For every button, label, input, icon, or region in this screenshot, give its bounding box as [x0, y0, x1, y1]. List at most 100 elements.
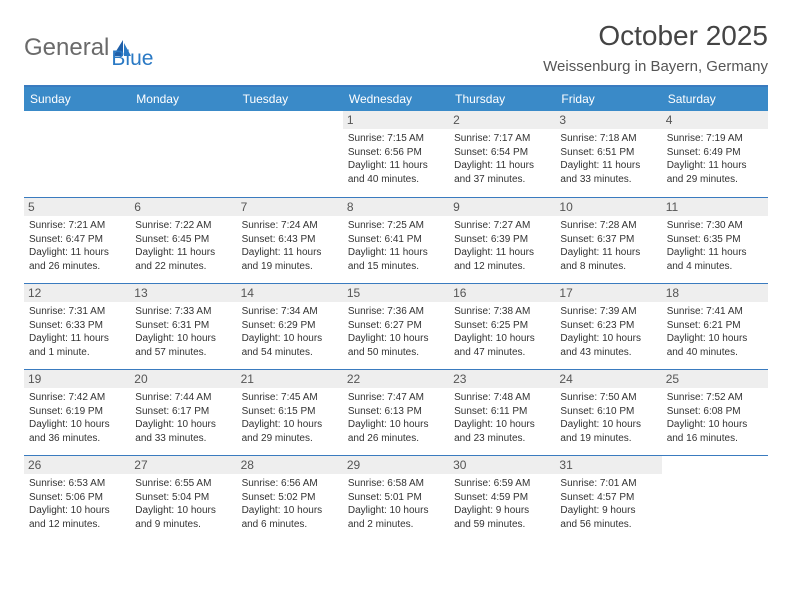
- daylight-line: Daylight: 10 hours: [667, 418, 763, 432]
- day-cell: 8Sunrise: 7:25 AMSunset: 6:41 PMDaylight…: [343, 198, 449, 283]
- day-cell: 3Sunrise: 7:18 AMSunset: 6:51 PMDaylight…: [555, 111, 661, 197]
- day-cell: 31Sunrise: 7:01 AMSunset: 4:57 PMDayligh…: [555, 456, 661, 541]
- sunrise-line: Sunrise: 7:15 AM: [348, 132, 444, 146]
- sunrise-line: Sunrise: 7:52 AM: [667, 391, 763, 405]
- daylight-line: and 29 minutes.: [242, 432, 338, 446]
- sunrise-line: Sunrise: 7:24 AM: [242, 219, 338, 233]
- sunrise-line: Sunrise: 7:38 AM: [454, 305, 550, 319]
- dow-tuesday: Tuesday: [237, 87, 343, 111]
- day-number: 14: [237, 284, 343, 302]
- daylight-line: Daylight: 10 hours: [348, 332, 444, 346]
- day-cell: 18Sunrise: 7:41 AMSunset: 6:21 PMDayligh…: [662, 284, 768, 369]
- sunset-line: Sunset: 6:10 PM: [560, 405, 656, 419]
- daylight-line: Daylight: 11 hours: [242, 246, 338, 260]
- sunset-line: Sunset: 6:13 PM: [348, 405, 444, 419]
- sunset-line: Sunset: 6:27 PM: [348, 319, 444, 333]
- daylight-line: and 54 minutes.: [242, 346, 338, 360]
- sunset-line: Sunset: 6:37 PM: [560, 233, 656, 247]
- header: General Blue October 2025 Weissenburg in…: [24, 20, 768, 75]
- day-number: 31: [555, 456, 661, 474]
- daylight-line: and 1 minute.: [29, 346, 125, 360]
- sunrise-line: Sunrise: 6:56 AM: [242, 477, 338, 491]
- daylight-line: and 12 minutes.: [29, 518, 125, 532]
- sunrise-line: Sunrise: 7:19 AM: [667, 132, 763, 146]
- daylight-line: Daylight: 10 hours: [242, 504, 338, 518]
- daylight-line: and 23 minutes.: [454, 432, 550, 446]
- daylight-line: Daylight: 9 hours: [454, 504, 550, 518]
- daylight-line: Daylight: 10 hours: [29, 504, 125, 518]
- day-cell: 26Sunrise: 6:53 AMSunset: 5:06 PMDayligh…: [24, 456, 130, 541]
- day-cell: 22Sunrise: 7:47 AMSunset: 6:13 PMDayligh…: [343, 370, 449, 455]
- daylight-line: and 6 minutes.: [242, 518, 338, 532]
- day-cell: 24Sunrise: 7:50 AMSunset: 6:10 PMDayligh…: [555, 370, 661, 455]
- day-number: 7: [237, 198, 343, 216]
- day-cell: 29Sunrise: 6:58 AMSunset: 5:01 PMDayligh…: [343, 456, 449, 541]
- daylight-line: and 43 minutes.: [560, 346, 656, 360]
- daylight-line: Daylight: 11 hours: [454, 159, 550, 173]
- day-number: 3: [555, 111, 661, 129]
- day-cell: 5Sunrise: 7:21 AMSunset: 6:47 PMDaylight…: [24, 198, 130, 283]
- daylight-line: Daylight: 9 hours: [560, 504, 656, 518]
- daylight-line: and 33 minutes.: [135, 432, 231, 446]
- day-number: 4: [662, 111, 768, 129]
- day-number: 27: [130, 456, 236, 474]
- daylight-line: Daylight: 10 hours: [242, 418, 338, 432]
- day-cell: [237, 111, 343, 197]
- day-cell: 28Sunrise: 6:56 AMSunset: 5:02 PMDayligh…: [237, 456, 343, 541]
- sunrise-line: Sunrise: 7:44 AM: [135, 391, 231, 405]
- day-number: 20: [130, 370, 236, 388]
- sunrise-line: Sunrise: 7:21 AM: [29, 219, 125, 233]
- daylight-line: and 22 minutes.: [135, 260, 231, 274]
- day-cell: 10Sunrise: 7:28 AMSunset: 6:37 PMDayligh…: [555, 198, 661, 283]
- logo: General Blue: [24, 26, 153, 69]
- sunset-line: Sunset: 6:17 PM: [135, 405, 231, 419]
- sunset-line: Sunset: 6:51 PM: [560, 146, 656, 160]
- daylight-line: Daylight: 11 hours: [348, 246, 444, 260]
- sunset-line: Sunset: 5:01 PM: [348, 491, 444, 505]
- daylight-line: Daylight: 10 hours: [667, 332, 763, 346]
- sunrise-line: Sunrise: 7:31 AM: [29, 305, 125, 319]
- day-cell: 4 Sunrise: 7:19 AMSunset: 6:49 PMDaylight…: [662, 111, 768, 197]
- day-number: [237, 111, 343, 115]
- sunrise-line: Sunrise: 7:01 AM: [560, 477, 656, 491]
- daylight-line: Daylight: 10 hours: [29, 418, 125, 432]
- day-number: 2: [449, 111, 555, 129]
- sunset-line: Sunset: 6:43 PM: [242, 233, 338, 247]
- day-cell: [662, 456, 768, 541]
- sunrise-line: Sunrise: 7:41 AM: [667, 305, 763, 319]
- daylight-line: and 36 minutes.: [29, 432, 125, 446]
- sunrise-line: Sunrise: 7:27 AM: [454, 219, 550, 233]
- week-row: 26Sunrise: 6:53 AMSunset: 5:06 PMDayligh…: [24, 455, 768, 541]
- daylight-line: Daylight: 10 hours: [454, 332, 550, 346]
- day-number: [24, 111, 130, 115]
- sunset-line: Sunset: 6:49 PM: [667, 146, 763, 160]
- daylight-line: Daylight: 11 hours: [135, 246, 231, 260]
- day-of-week-header: SundayMondayTuesdayWednesdayThursdayFrid…: [24, 87, 768, 111]
- daylight-line: Daylight: 10 hours: [560, 418, 656, 432]
- day-number: 30: [449, 456, 555, 474]
- sunset-line: Sunset: 6:29 PM: [242, 319, 338, 333]
- sunset-line: Sunset: 6:15 PM: [242, 405, 338, 419]
- sunset-line: Sunset: 6:23 PM: [560, 319, 656, 333]
- day-number: 9: [449, 198, 555, 216]
- sunset-line: Sunset: 6:08 PM: [667, 405, 763, 419]
- day-number: 18: [662, 284, 768, 302]
- calendar: SundayMondayTuesdayWednesdayThursdayFrid…: [24, 85, 768, 541]
- day-cell: 13Sunrise: 7:33 AMSunset: 6:31 PMDayligh…: [130, 284, 236, 369]
- daylight-line: Daylight: 11 hours: [667, 159, 763, 173]
- day-cell: 21Sunrise: 7:45 AMSunset: 6:15 PMDayligh…: [237, 370, 343, 455]
- day-number: 21: [237, 370, 343, 388]
- daylight-line: Daylight: 10 hours: [348, 418, 444, 432]
- day-number: 28: [237, 456, 343, 474]
- day-number: 6: [130, 198, 236, 216]
- sunset-line: Sunset: 6:41 PM: [348, 233, 444, 247]
- dow-friday: Friday: [555, 87, 661, 111]
- sunrise-line: Sunrise: 7:36 AM: [348, 305, 444, 319]
- daylight-line: and 50 minutes.: [348, 346, 444, 360]
- day-number: 15: [343, 284, 449, 302]
- day-cell: 12Sunrise: 7:31 AMSunset: 6:33 PMDayligh…: [24, 284, 130, 369]
- day-number: 17: [555, 284, 661, 302]
- day-number: 8: [343, 198, 449, 216]
- sunrise-line: Sunrise: 7:50 AM: [560, 391, 656, 405]
- daylight-line: Daylight: 10 hours: [242, 332, 338, 346]
